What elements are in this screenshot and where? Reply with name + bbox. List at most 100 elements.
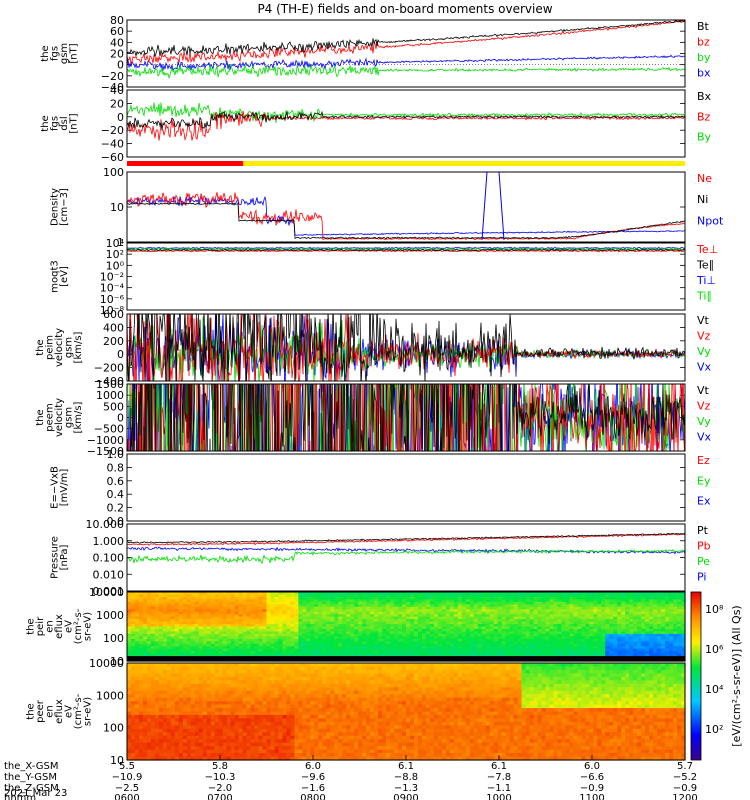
x-tick-label: −0.9 — [673, 783, 697, 794]
y-tick-label: 1.000 — [93, 535, 125, 548]
y-axis-label: [cm−3] — [59, 188, 70, 226]
x-tick-label: 1200 — [672, 793, 697, 800]
x-tick-label: −8.8 — [394, 772, 418, 783]
y-axis-label: [nT] — [68, 113, 79, 133]
legend-entry: Vx — [697, 431, 712, 444]
y-tick-label: 0.8 — [107, 461, 125, 474]
series-bz — [127, 20, 685, 65]
y-axis-label: [km/s] — [73, 331, 84, 363]
y-axis-label: gsm — [59, 43, 70, 64]
y-tick-label: 1.0 — [107, 448, 125, 461]
y-tick-label: 10 — [110, 655, 124, 668]
legend-entry: Ne — [697, 172, 712, 185]
y-tick-label: −1000 — [87, 434, 124, 447]
y-tick-label: 0.001 — [93, 585, 125, 598]
y-axis-label: en — [45, 705, 56, 718]
x-axis-row-label: the_Y-GSM — [4, 772, 57, 783]
y-tick-label: 0.4 — [107, 488, 125, 501]
legend-entry: Pe — [697, 555, 710, 568]
colorbar: 10⁸ 10⁶ 10⁴ 10² [eV/(cm²-s-sr-eV)] (All Qs) — [690, 591, 743, 761]
y-tick-label: 20 — [110, 48, 124, 61]
x-tick-label: 1100 — [579, 793, 604, 800]
legend-entry: By — [697, 131, 712, 144]
y-axis-label: dsl — [59, 116, 70, 130]
legend-entry: Npot — [697, 214, 724, 227]
y-axis-label: peim — [45, 335, 56, 360]
y-tick-label: 10⁻⁸ — [100, 304, 125, 317]
y-axis-label: en — [45, 620, 56, 633]
panel-density: 100 10 1 Density[cm−3] Ne Ni Npot — [49, 166, 724, 249]
colorbar-tick-label: 10² — [705, 723, 723, 736]
y-tick-label: 80 — [110, 14, 124, 27]
x-tick-label: 6.0 — [584, 761, 600, 772]
y-tick-label: 40 — [110, 84, 124, 97]
legend-entry: Ez — [697, 454, 710, 467]
y-axis-label: the — [35, 409, 46, 425]
legend-entry: Ti⊥ — [696, 274, 716, 287]
series-ni — [127, 202, 685, 240]
y-tick-label: −40 — [101, 138, 124, 151]
x-tick-label: 1000 — [486, 793, 511, 800]
series-ne — [127, 192, 685, 241]
y-tick-label: 1 — [117, 236, 124, 249]
status-bar-segment — [243, 161, 685, 166]
y-tick-label: 1000 — [96, 609, 124, 622]
x-tick-label: 5.7 — [677, 761, 693, 772]
y-axis-label: [nPa] — [59, 544, 70, 570]
y-tick-label: 10⁻² — [100, 271, 124, 284]
series-by — [127, 63, 685, 80]
legend-entry: bx — [697, 67, 711, 80]
legend-entry: Vt — [697, 384, 710, 397]
y-axis-label: the — [26, 703, 37, 719]
y-tick-label: 0 — [117, 348, 124, 361]
y-tick-label: −400 — [94, 375, 124, 388]
y-axis-label: sr-eV) — [83, 612, 94, 641]
legend-entry: Bz — [697, 110, 711, 123]
legend-entry: Vx — [697, 361, 712, 374]
series-by-dsl — [127, 102, 685, 123]
y-axis-label: E=−VxB — [49, 466, 60, 509]
plot-title: P4 (TH-E) fields and on-board moments ov… — [257, 2, 552, 16]
colorbar-tick-label: 10⁴ — [705, 683, 724, 696]
y-axis-label: the — [40, 45, 51, 61]
colorbar-gradient — [690, 591, 702, 761]
panel-frame — [126, 171, 686, 243]
panel-efield: 1.00.80.60.40.20.0 E=−VxB[mV/m] Ez Ey Ex — [49, 448, 711, 528]
x-tick-label: 5.5 — [119, 761, 135, 772]
y-axis-label: peem — [45, 403, 56, 431]
y-tick-label: −20 — [101, 124, 124, 137]
legend-entry: Te∥ — [696, 259, 714, 272]
y-axis-label: fgs — [49, 46, 60, 61]
panel-frame — [126, 453, 686, 522]
panel-frame — [126, 242, 686, 311]
colorbar-tick-label: 10⁶ — [705, 643, 724, 656]
series-ti-perp — [127, 246, 685, 250]
legend-entry: Bt — [697, 20, 710, 33]
legend-entry: Te⊥ — [696, 243, 718, 256]
panel-pressure: 10.000 1.000 0.100 0.010 0.001 Pressure[nPa] P… — [49, 518, 710, 598]
y-axis-label: the — [35, 339, 46, 355]
y-axis-label: [mV/m] — [59, 469, 70, 507]
y-tick-label: 40 — [110, 36, 124, 49]
x-tick-label: 6.0 — [305, 761, 321, 772]
legend-entry: Ex — [697, 495, 711, 508]
y-tick-label: −20 — [101, 70, 124, 83]
legend-entry: Bx — [697, 90, 712, 103]
legend-entry: Ni — [697, 193, 708, 206]
x-tick-label: −6.6 — [580, 772, 604, 783]
legend-entry: Pt — [697, 524, 709, 537]
y-tick-label: 100 — [103, 166, 124, 179]
x-axis-row-label: the_X-GSM — [4, 761, 58, 772]
y-tick-label: 10⁰ — [106, 259, 125, 272]
panels-layer: 806040200−20−40thefgsgsm[nT]Btbzbybx4020… — [26, 14, 744, 767]
series-vt-peim — [127, 314, 685, 381]
x-tick-label: −1.6 — [301, 783, 325, 794]
series-te-par — [127, 248, 685, 252]
x-tick-label: −1.3 — [394, 783, 418, 794]
y-tick-label: 0.010 — [93, 568, 125, 581]
legend-entry: Ti∥ — [696, 290, 712, 303]
